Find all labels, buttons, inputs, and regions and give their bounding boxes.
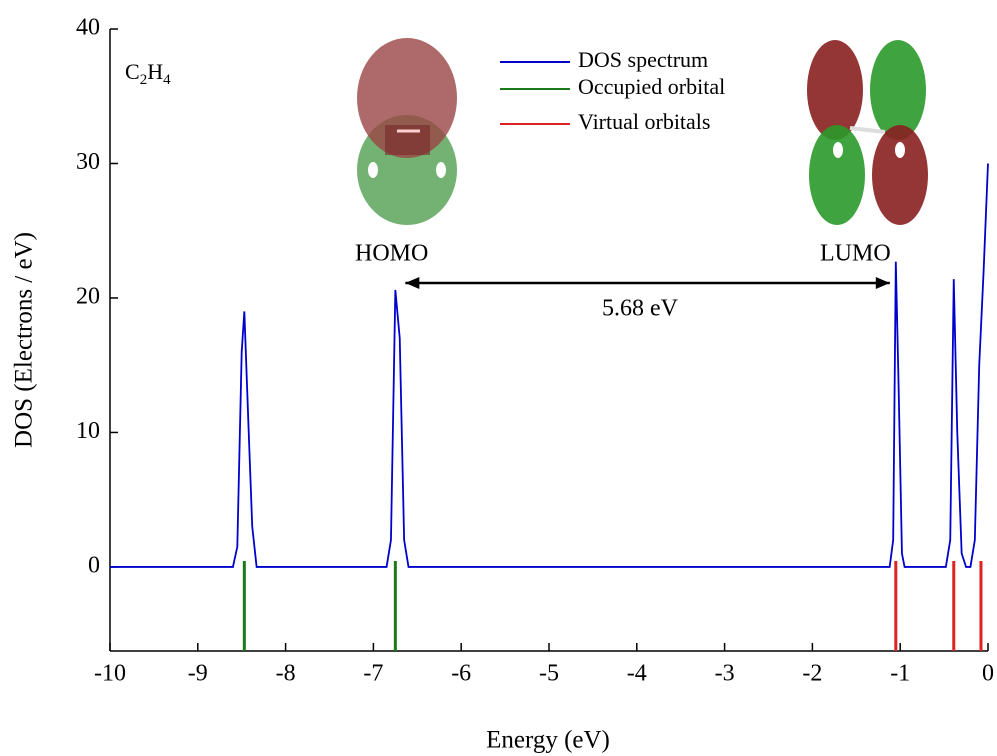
legend-label: Virtual orbitals [578,109,710,134]
x-tick-label: -5 [539,661,559,687]
x-tick-label: -2 [802,661,822,687]
y-tick-label: 0 [88,552,100,578]
gap-label: 5.68 eV [602,296,679,322]
homo-label: HOMO [355,241,428,267]
arrow-head [405,277,420,289]
x-tick-label: -1 [890,661,910,687]
lumo-label: LUMO [820,241,891,267]
x-tick-label: -6 [451,661,471,687]
y-tick-label: 40 [76,15,100,41]
formula-label: C2H4 [125,59,171,88]
x-tick-label: -10 [94,661,126,687]
x-tick-label: -4 [627,661,647,687]
x-axis-label: Energy (eV) [486,727,610,754]
x-tick-label: -3 [715,661,735,687]
x-tick-label: 0 [982,661,994,687]
legend-label: Occupied orbital [578,74,725,99]
y-tick-label: 30 [76,149,100,175]
y-axis-label: DOS (Electrons / eV) [11,232,38,448]
y-tick-label: 10 [76,418,100,444]
legend-label: DOS spectrum [578,47,708,72]
x-tick-label: -7 [363,661,383,687]
lumo-orbital [807,40,928,225]
dos-line [110,163,989,568]
x-tick-label: -8 [276,661,296,687]
y-tick-label: 20 [76,283,100,309]
homo-orbital [357,38,457,225]
arrow-head [875,277,890,289]
x-tick-label: -9 [188,661,208,687]
